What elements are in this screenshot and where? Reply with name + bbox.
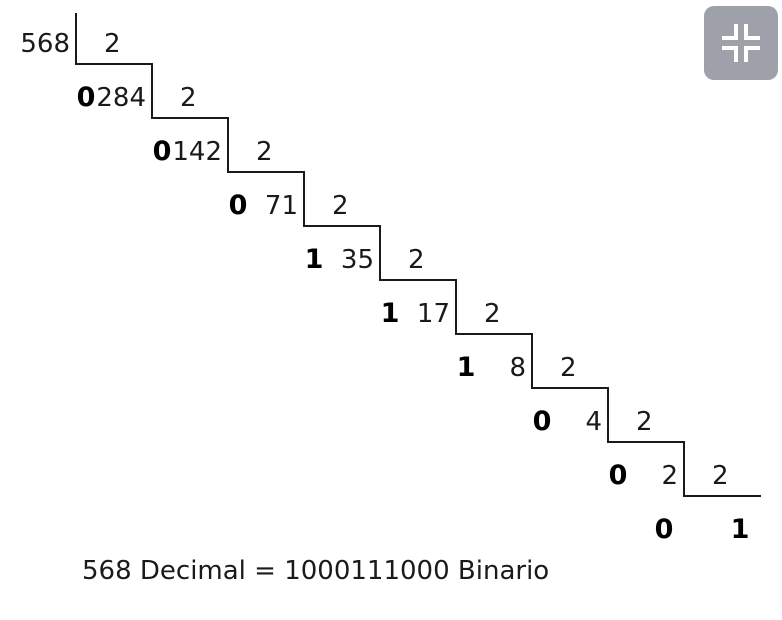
dividend: 142 [172,137,222,167]
remainder: 0 [153,136,172,167]
division-bars [75,13,761,497]
dividend: 17 [417,299,450,329]
dividend: 35 [341,245,374,275]
divisor: 2 [636,407,653,437]
conversion-result: 568 Decimal = 1000111000 Binario [82,556,550,586]
divisor: 2 [104,29,121,59]
dividend: 2 [661,461,678,491]
divisor: 2 [180,83,197,113]
divisor: 2 [484,299,501,329]
remainder: 0 [533,406,552,437]
divisor: 2 [560,353,577,383]
dividend: 8 [509,353,526,383]
dividend: 71 [265,191,298,221]
divisor: 2 [256,137,273,167]
final-remainder: 0 [655,514,674,545]
exit-fullscreen-icon [722,24,760,62]
remainder: 1 [457,352,476,383]
exit-fullscreen-button[interactable] [704,6,778,80]
final-quotient: 1 [731,514,750,545]
remainder: 1 [381,298,400,329]
divisor: 2 [332,191,349,221]
dividend: 568 [20,29,70,59]
remainder: 0 [609,460,628,491]
remainder: 0 [77,82,96,113]
remainder: 1 [305,244,324,275]
divisor: 2 [712,461,729,491]
remainder: 0 [229,190,248,221]
divisor: 2 [408,245,425,275]
dividend: 284 [96,83,146,113]
dividend: 4 [585,407,602,437]
